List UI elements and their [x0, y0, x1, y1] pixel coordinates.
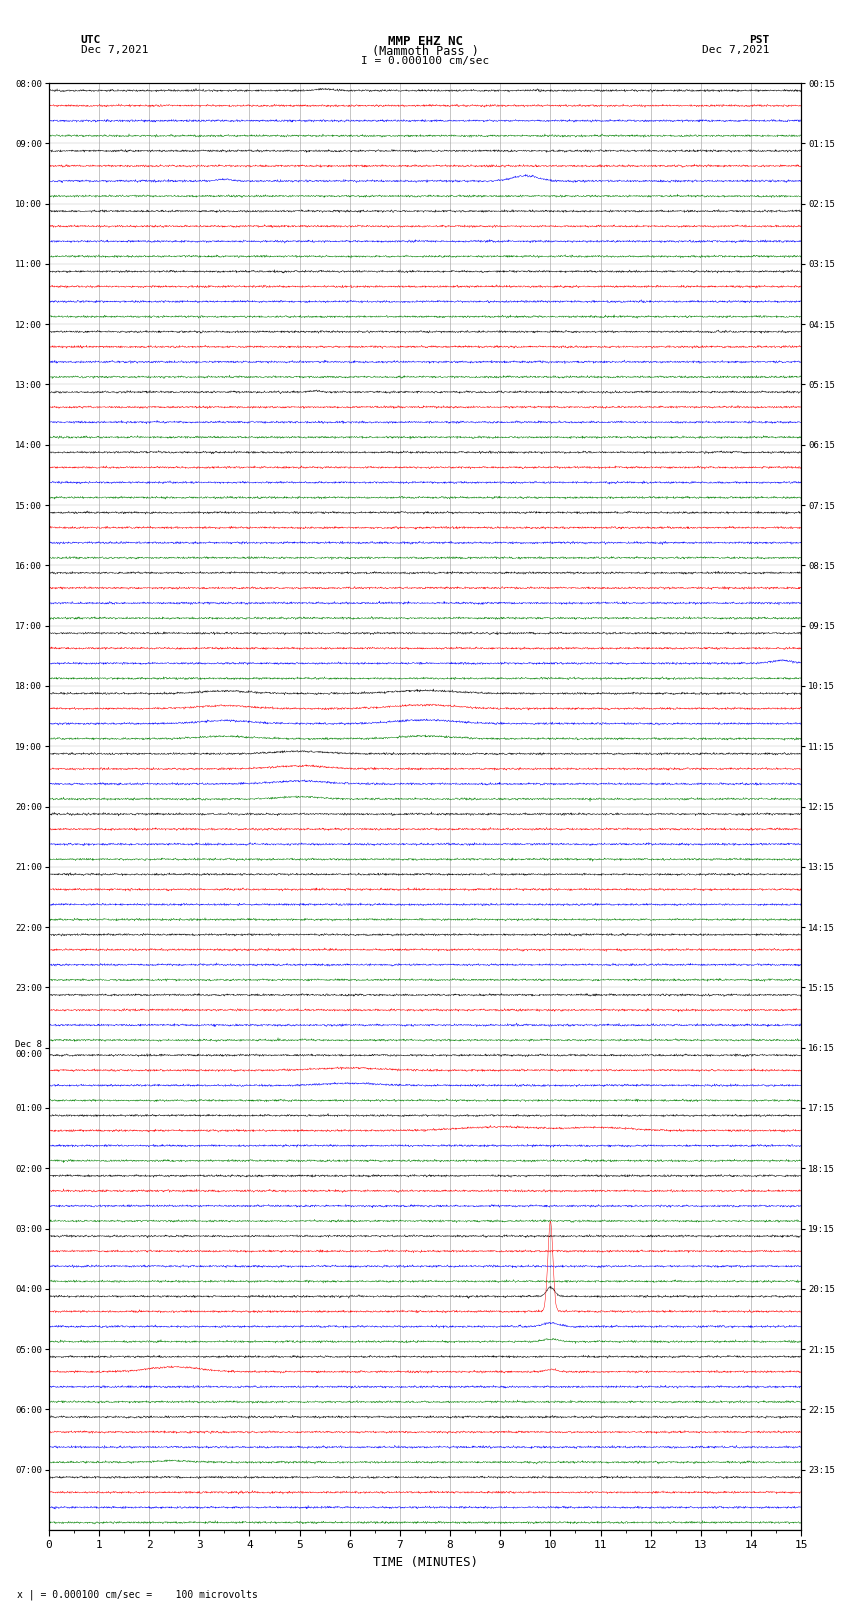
Text: MMP EHZ NC: MMP EHZ NC: [388, 35, 462, 48]
Text: I = 0.000100 cm/sec: I = 0.000100 cm/sec: [361, 56, 489, 66]
Text: Dec 7,2021: Dec 7,2021: [702, 45, 769, 55]
X-axis label: TIME (MINUTES): TIME (MINUTES): [372, 1557, 478, 1569]
Text: x | = 0.000100 cm/sec =    100 microvolts: x | = 0.000100 cm/sec = 100 microvolts: [17, 1589, 258, 1600]
Text: PST: PST: [749, 35, 769, 45]
Text: Dec 7,2021: Dec 7,2021: [81, 45, 148, 55]
Text: (Mammoth Pass ): (Mammoth Pass ): [371, 45, 479, 58]
Text: UTC: UTC: [81, 35, 101, 45]
